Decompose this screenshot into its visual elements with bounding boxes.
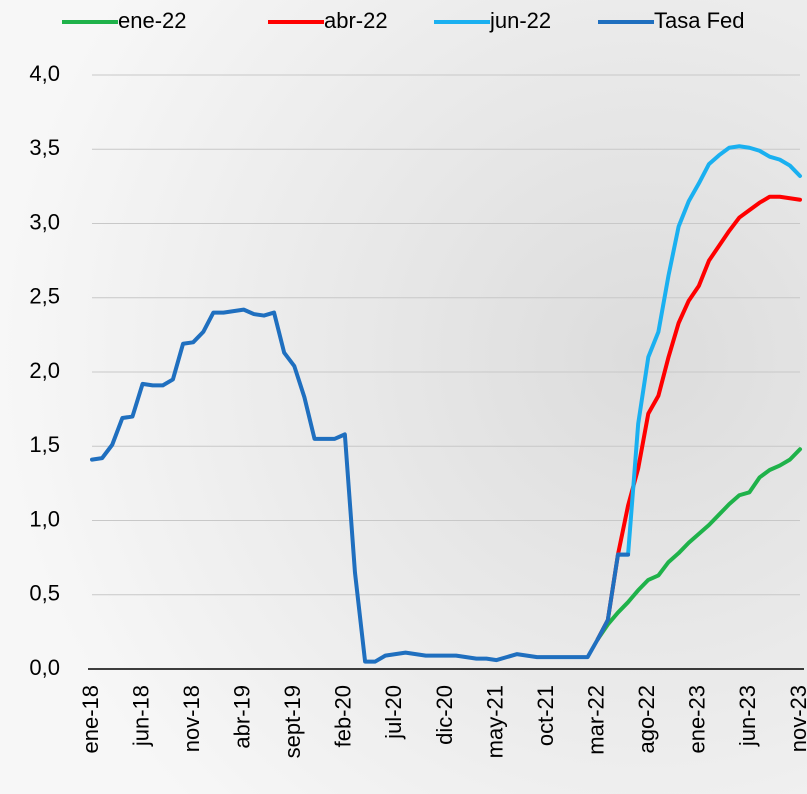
- x-tick-label: nov-18: [179, 685, 204, 752]
- x-tick-label: ago-22: [634, 685, 659, 754]
- x-tick-label: jun-23: [735, 685, 760, 747]
- x-tick-label: oct-21: [533, 685, 558, 746]
- y-tick-label: 3,0: [29, 209, 60, 234]
- y-tick-label: 2,5: [29, 284, 60, 309]
- y-tick-label: 3,5: [29, 135, 60, 160]
- legend-label: jun-22: [489, 8, 551, 33]
- x-tick-label: mar-22: [584, 685, 609, 755]
- legend-label: ene-22: [118, 8, 187, 33]
- y-tick-label: 2,0: [29, 358, 60, 383]
- y-tick-label: 1,5: [29, 432, 60, 457]
- x-tick-label: abr-19: [230, 685, 255, 749]
- series-line: [90, 307, 631, 664]
- y-tick-label: 0,0: [29, 655, 60, 680]
- x-tick-label: sept-19: [280, 685, 305, 758]
- legend-label: abr-22: [324, 8, 388, 33]
- series-line: [615, 144, 802, 557]
- x-tick-label: may-21: [482, 685, 507, 758]
- x-tick-label: feb-20: [331, 685, 356, 747]
- y-tick-label: 0,5: [29, 581, 60, 606]
- series-line: [595, 447, 802, 642]
- x-tick-label: jul-20: [381, 685, 406, 740]
- x-tick-label: jun-18: [128, 685, 153, 747]
- x-tick-label: dic-20: [432, 685, 457, 745]
- x-tick-label: nov-23: [786, 685, 807, 752]
- y-tick-label: 1,0: [29, 506, 60, 531]
- legend-label: Tasa Fed: [654, 8, 745, 33]
- x-tick-label: ene-23: [685, 685, 710, 754]
- y-tick-label: 4,0: [29, 61, 60, 86]
- x-tick-label: ene-18: [78, 685, 103, 754]
